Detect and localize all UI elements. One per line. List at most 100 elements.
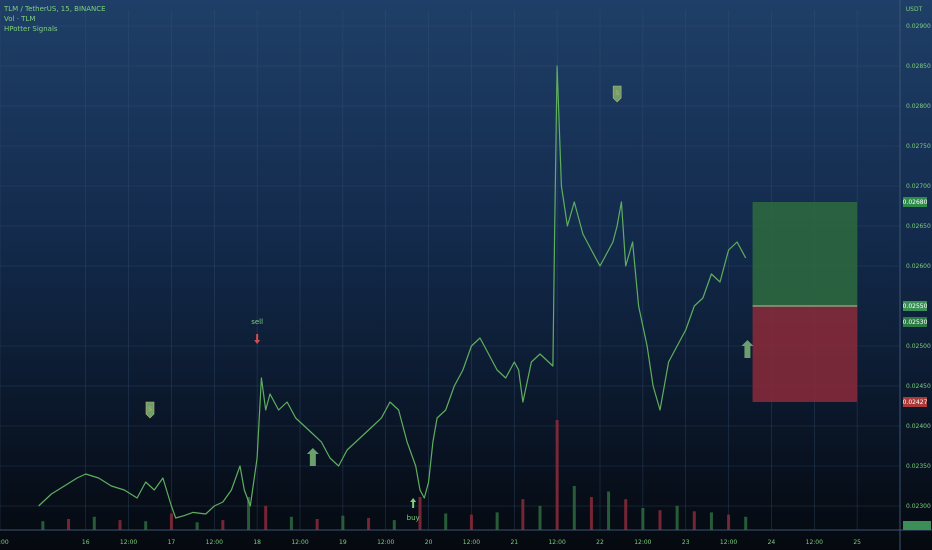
y-tick-label: 0.02500 (906, 343, 931, 350)
y-tick-label: 0.02650 (906, 223, 931, 230)
target-price-tag-label: 0.02680 (903, 199, 928, 206)
volume-bar (727, 514, 731, 530)
volume-bar (538, 505, 542, 530)
x-tick-label: 12:00 (463, 539, 480, 546)
volume-bar (144, 521, 148, 530)
x-tick-label: 12:00 (548, 539, 565, 546)
x-tick-label: 12:00 (720, 539, 737, 546)
x-tick-label: 17 (168, 539, 176, 546)
volume-bar (658, 510, 662, 530)
price-layer (38, 65, 747, 519)
x-tick-label: 12:00 (806, 539, 823, 546)
volume-bar (67, 519, 71, 530)
current-price-tag-label: 0.02530 (903, 319, 928, 326)
volume-bar (641, 508, 645, 530)
y-tick-label: 0.02800 (906, 103, 931, 110)
x-tick-label: 23 (682, 539, 690, 546)
volume-bar (392, 520, 396, 530)
stop-price-tag-label: 0.02427 (903, 399, 928, 406)
entry-price-tag-label: 0.02550 (903, 303, 928, 310)
volume-bar (607, 491, 611, 530)
sell-label: sell (251, 318, 263, 326)
y-tick-label: 0.02600 (906, 263, 931, 270)
volume-bar (221, 520, 225, 530)
position-zones[interactable] (752, 202, 858, 402)
x-tick-label: 12:00 (120, 539, 137, 546)
loss-zone[interactable] (752, 306, 858, 402)
volume-bar (675, 505, 679, 530)
x-tick-label: 16 (82, 539, 90, 546)
legend: TLM / TetherUS, 15, BINANCE Vol · TLM HP… (4, 4, 106, 34)
volume-bar (289, 516, 293, 530)
volume-axis-tag[interactable] (903, 521, 931, 530)
volume-bar (92, 516, 96, 530)
signal-flag-marker (145, 401, 155, 419)
volume-bar (572, 486, 576, 530)
volume-bar (469, 514, 473, 530)
buy-arrow-marker (306, 448, 319, 466)
y-tick-label: 0.02450 (906, 383, 931, 390)
volume-bar (495, 512, 499, 530)
y-tick-label: 0.02300 (906, 503, 931, 510)
volume-bar (247, 497, 251, 530)
signal-flag-letter: S (148, 406, 152, 413)
sell-arrow-marker (254, 334, 261, 344)
volume-bar (624, 499, 628, 530)
y-tick-label: 0.02850 (906, 63, 931, 70)
profit-zone[interactable] (752, 202, 858, 306)
x-tick-label: 12:00 (291, 539, 308, 546)
volume-bar (367, 517, 371, 530)
stop-price-tag[interactable] (903, 397, 927, 407)
volume-bar (589, 497, 593, 530)
x-tick-label: 21 (510, 539, 518, 546)
y-tick-label: 0.02750 (906, 143, 931, 150)
volume-bar (709, 512, 713, 530)
y-axis-unit: USDT (906, 6, 923, 13)
y-tick-label: 0.02400 (906, 423, 931, 430)
volume-bar (555, 420, 559, 530)
volume-bar (341, 515, 345, 530)
x-tick-label: 20 (425, 539, 433, 546)
x-tick-label: 19 (339, 539, 347, 546)
volume-bar (521, 499, 525, 530)
signal-flag-letter: S (615, 90, 619, 97)
y-tick-label: 0.02900 (906, 23, 931, 30)
buy-small-arrow-marker (410, 498, 417, 508)
buy-label: buy (407, 514, 420, 522)
entry-price-tag[interactable] (903, 301, 927, 311)
x-tick-label: 12:00 (634, 539, 651, 546)
current-price-tag[interactable] (903, 317, 927, 327)
x-tick-label: 18 (253, 539, 261, 546)
x-tick-label: 15:00 (0, 539, 9, 546)
y-tick-label: 0.02350 (906, 463, 931, 470)
volume-bar (169, 513, 173, 530)
legend-indicator[interactable]: HPotter Signals (4, 25, 58, 33)
y-tick-label: 0.02700 (906, 183, 931, 190)
x-tick-label: 12:00 (206, 539, 223, 546)
volume-bar (264, 505, 268, 530)
volume-bar (41, 521, 45, 530)
volume-bar (418, 497, 422, 530)
price-line (38, 65, 747, 519)
x-tick-label: 25 (853, 539, 861, 546)
signal-flag-marker (612, 85, 622, 103)
volume-bar (118, 520, 122, 530)
x-tick-label: 12:00 (377, 539, 394, 546)
target-price-tag[interactable] (903, 197, 927, 207)
x-tick-label: 24 (768, 539, 776, 546)
legend-volume[interactable]: Vol · TLM (4, 15, 36, 23)
x-tick-label: 22 (596, 539, 604, 546)
volume-bar (315, 519, 319, 530)
volume-layer (41, 420, 748, 530)
volume-bar (444, 513, 448, 530)
buy-arrow-marker (741, 340, 754, 358)
volume-bar (744, 516, 748, 530)
legend-symbol[interactable]: TLM / TetherUS, 15, BINANCE (4, 5, 106, 13)
grid-layer (0, 10, 900, 530)
volume-bar (692, 511, 696, 530)
volume-bar (195, 522, 199, 530)
